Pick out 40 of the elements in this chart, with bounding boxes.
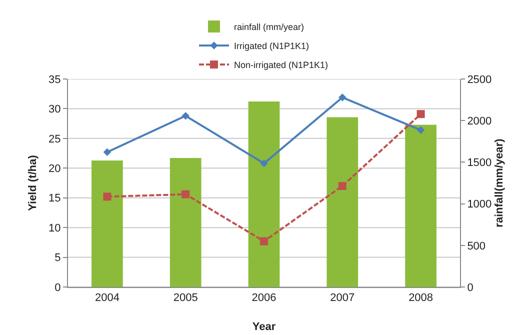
x-tick-label: 2006 [252, 292, 276, 304]
y2-tick-label: 1000 [467, 198, 492, 211]
x-tick-label: 2004 [94, 292, 120, 304]
y-axis-title: Yield (t/ha) [27, 154, 39, 211]
point [182, 190, 190, 198]
y-tick-label: 5 [54, 252, 61, 264]
y2-tick-label: 2000 [467, 115, 492, 128]
x-tick-label: 2008 [408, 292, 434, 304]
y-tick-label: 35 [48, 74, 61, 86]
point [260, 237, 268, 246]
bar [326, 117, 358, 287]
bar [170, 158, 202, 287]
point [103, 192, 112, 201]
point [338, 182, 346, 190]
legend-label: rainfall (mm/year) [234, 22, 304, 32]
point [182, 112, 190, 120]
y2-tick-label: 2500 [467, 74, 492, 86]
x-axis-title: Year [252, 321, 276, 333]
y-tick-label: 20 [48, 162, 61, 175]
point [338, 94, 346, 102]
y-tick-label: 15 [48, 192, 61, 205]
y2-axis-title: rainfall(mm/year) [494, 138, 506, 228]
y2-tick-label: 0 [467, 282, 474, 294]
x-tick-label: 2005 [173, 292, 198, 304]
bar [405, 124, 436, 287]
point [260, 159, 268, 168]
bar [92, 160, 123, 287]
point [416, 110, 425, 118]
y-tick-label: 25 [48, 133, 61, 146]
legend-label: Irrigated (N1P1K1) [234, 41, 310, 52]
bar [248, 101, 280, 287]
point [103, 148, 112, 156]
point [416, 126, 425, 134]
y-tick-label: 10 [48, 222, 61, 234]
y2-tick-label: 1500 [467, 157, 492, 170]
y-tick-label: 0 [54, 282, 61, 294]
legend-label: Non-irrigated (N1P1K1) [234, 60, 328, 70]
y-tick-label: 30 [48, 104, 61, 116]
y2-tick-label: 500 [467, 240, 486, 252]
x-tick-label: 2007 [330, 292, 355, 304]
